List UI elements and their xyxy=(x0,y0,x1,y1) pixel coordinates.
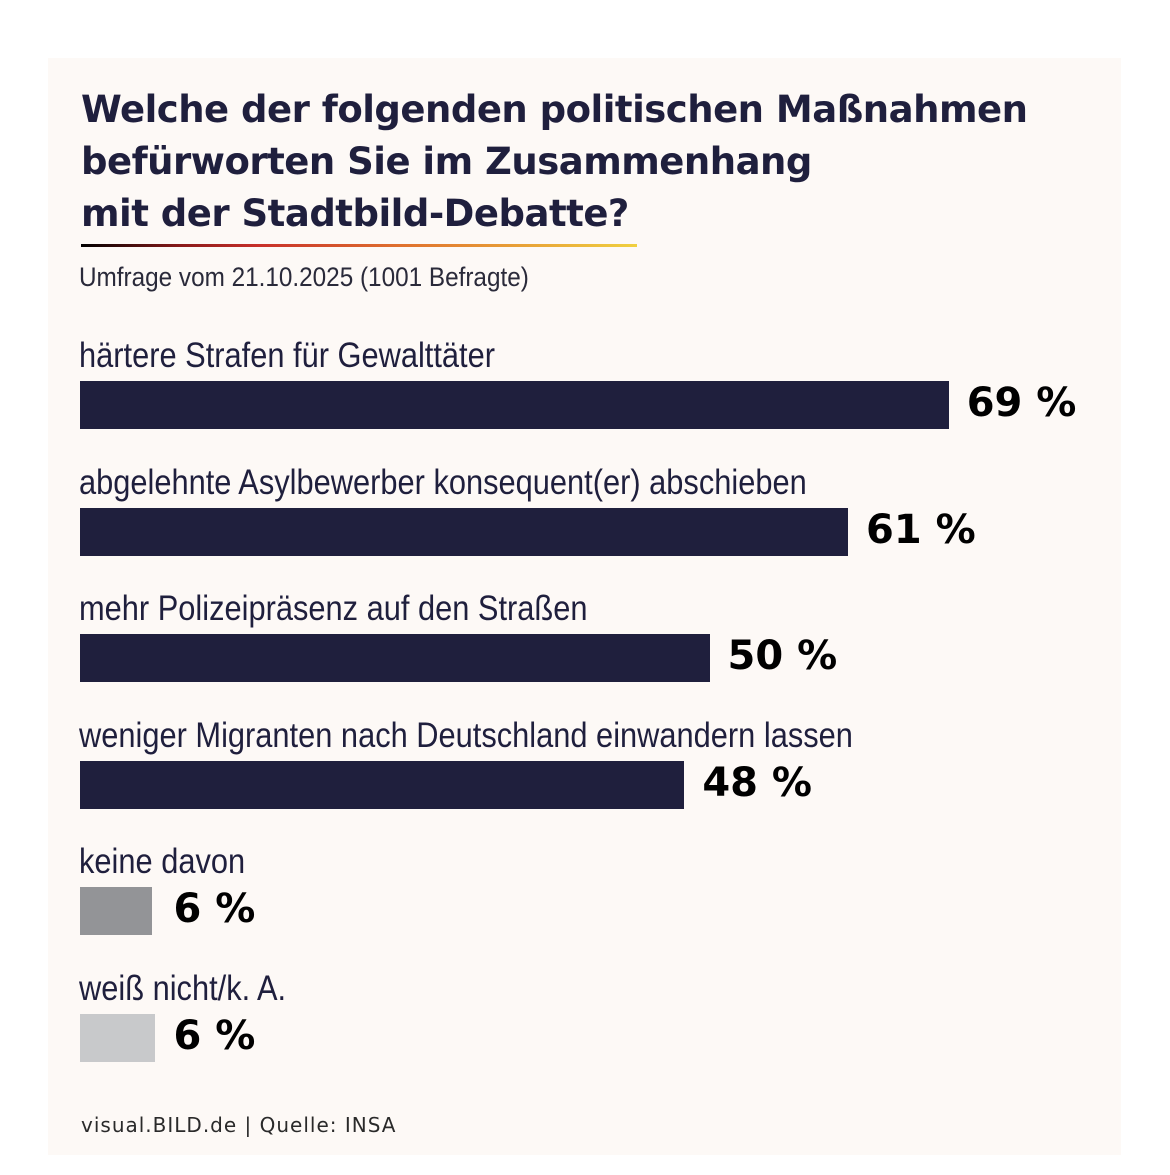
value-label: 69 % xyxy=(966,380,1077,426)
value-label: 61 % xyxy=(865,506,976,553)
bar xyxy=(80,381,949,429)
category-label: abgelehnte Asylbewerber konsequent(er) a… xyxy=(79,462,807,502)
title-line: befürworten Sie im Zusammenhang xyxy=(81,140,812,183)
title-line: mit der Stadtbild-Debatte? xyxy=(81,192,629,235)
bar xyxy=(80,1014,155,1062)
bar xyxy=(80,760,685,809)
value-label: 6 % xyxy=(173,886,256,933)
chart-card xyxy=(48,58,1121,1155)
category-label: keine davon xyxy=(79,842,246,882)
gradient-divider xyxy=(81,244,637,247)
value-label: 48 % xyxy=(702,759,812,806)
title-line: Welche der folgenden politischen Maßnahm… xyxy=(81,88,1028,131)
category-label: weniger Migranten nach Deutschland einwa… xyxy=(79,715,853,755)
value-label: 50 % xyxy=(727,633,838,680)
bar xyxy=(80,634,710,683)
bar xyxy=(80,887,152,936)
value-label: 6 % xyxy=(173,1013,256,1059)
source-footer: visual.BILD.de | Quelle: INSA xyxy=(81,1113,397,1137)
chart-title: Welche der folgenden politischen Maßnahm… xyxy=(81,84,1121,240)
category-label: weiß nicht/k. A. xyxy=(79,969,287,1008)
survey-subtitle: Umfrage vom 21.10.2025 (1001 Befragte) xyxy=(79,262,529,292)
category-label: mehr Polizeipräsenz auf den Straßen xyxy=(79,589,588,629)
bar xyxy=(80,507,848,556)
category-label: härtere Strafen für Gewalttäter xyxy=(79,336,496,375)
